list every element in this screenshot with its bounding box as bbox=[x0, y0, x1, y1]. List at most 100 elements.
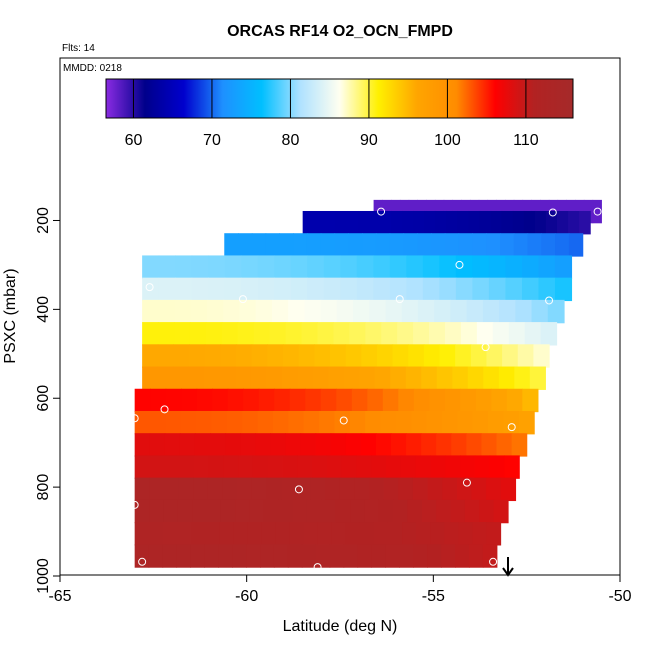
heatmap-cell-r1-c17 bbox=[490, 210, 503, 235]
heatmap-cell-r9-c17 bbox=[398, 388, 415, 413]
heatmap-cell-r13-c24 bbox=[486, 477, 502, 502]
heatmap-cell-r5-c18 bbox=[434, 299, 452, 324]
heatmap-cell-r8-c20 bbox=[452, 366, 469, 390]
colorbar-gradient bbox=[105, 78, 574, 119]
heatmap-cell-r11-c25 bbox=[511, 433, 528, 457]
heatmap-cell-r2-c14 bbox=[417, 233, 432, 257]
heatmap-cells bbox=[134, 199, 602, 568]
heatmap-cell-r7-c19 bbox=[439, 344, 456, 368]
heatmap-cell-r4-c20 bbox=[472, 277, 490, 302]
heatmap-cell-r16-c19 bbox=[399, 544, 414, 568]
heatmap-cell-r16-c22 bbox=[441, 544, 456, 568]
heatmap-cell-r9-c11 bbox=[305, 388, 322, 413]
heatmap-cell-r1-c5 bbox=[357, 210, 370, 235]
heatmap-cell-r4-c18 bbox=[439, 277, 457, 302]
sample-point bbox=[160, 405, 169, 414]
heatmap-cell-r12-c15 bbox=[356, 455, 372, 479]
heatmap-cell-r15-c7 bbox=[233, 522, 248, 546]
heatmap-cell-r13-c4 bbox=[193, 477, 209, 502]
heatmap-cell-r14-c7 bbox=[235, 499, 251, 524]
heatmap-cell-r2-c0 bbox=[224, 233, 239, 257]
heatmap-cell-r10-c25 bbox=[518, 410, 535, 435]
heatmap-cell-r12-c3 bbox=[179, 455, 195, 479]
heatmap-cell-r12-c8 bbox=[252, 455, 269, 479]
sample-point bbox=[481, 343, 490, 352]
heatmap-cell-r9-c25 bbox=[522, 388, 539, 413]
heatmap-cell-r6-c13 bbox=[349, 322, 366, 346]
heatmap-cell-r8-c12 bbox=[328, 366, 345, 390]
heatmap-cell-r8-c8 bbox=[266, 366, 283, 390]
heatmap-cell-r13-c3 bbox=[178, 477, 194, 502]
heatmap-cell-r10-c2 bbox=[165, 410, 182, 435]
heatmap-cell-r15-c25 bbox=[486, 522, 502, 546]
heatmap-cell-r6-c2 bbox=[174, 322, 191, 346]
heatmap-cell-r14-c8 bbox=[249, 499, 265, 524]
position-arrow-icon bbox=[502, 557, 514, 577]
heatmap-cell-r8-c19 bbox=[436, 366, 453, 390]
heatmap-cell-r9-c3 bbox=[181, 388, 198, 413]
heatmap-cell-r3-c18 bbox=[439, 255, 457, 279]
colorbar-tick-label: 80 bbox=[282, 132, 300, 149]
heatmap-cell-r16-c9 bbox=[260, 544, 275, 568]
heatmap-cell-r14-c18 bbox=[393, 499, 409, 524]
heatmap-cell-r13-c0 bbox=[134, 477, 150, 502]
heatmap-cell-r16-c8 bbox=[246, 544, 261, 568]
heatmap-cell-r11-c10 bbox=[285, 433, 302, 457]
colorbar-tick-label: 60 bbox=[125, 132, 143, 149]
sample-point bbox=[455, 260, 464, 269]
heatmap-cell-r11-c0 bbox=[134, 433, 151, 457]
heatmap-cell-r16-c23 bbox=[455, 544, 470, 568]
heatmap-cell-r12-c12 bbox=[312, 455, 328, 479]
heatmap-cell-r13-c18 bbox=[398, 477, 414, 502]
heatmap-cell-r9-c15 bbox=[367, 388, 384, 413]
heatmap-cell-r12-c5 bbox=[208, 455, 225, 479]
heatmap-cell-r16-c15 bbox=[343, 544, 359, 568]
plot-frame bbox=[59, 57, 621, 576]
heatmap-cell-r9-c4 bbox=[196, 388, 213, 413]
sample-point bbox=[545, 296, 554, 305]
heatmap-cell-r12-c2 bbox=[164, 455, 180, 479]
colorbar-tick-label: 70 bbox=[203, 132, 221, 149]
heatmap-cell-r13-c25 bbox=[500, 477, 517, 502]
heatmap-cell-r14-c19 bbox=[407, 499, 423, 524]
heatmap-cell-r12-c22 bbox=[460, 455, 476, 479]
heatmap-cell-r11-c9 bbox=[270, 433, 287, 457]
heatmap-cell-r14-c13 bbox=[321, 499, 337, 524]
heatmap-cell-r10-c23 bbox=[488, 410, 504, 435]
heatmap-cell-r4-c14 bbox=[373, 277, 391, 302]
heatmap-cell-r10-c17 bbox=[395, 410, 412, 435]
heatmap-cell-r1-c22 bbox=[545, 210, 558, 235]
x-tick-label: -50 bbox=[608, 588, 631, 605]
heatmap-cell-r14-c17 bbox=[378, 499, 394, 524]
heatmap-cell-r4-c5 bbox=[224, 277, 242, 302]
heatmap-cell-r7-c17 bbox=[408, 344, 425, 368]
heatmap-cell-r13-c2 bbox=[163, 477, 180, 502]
heatmap-cell-r6-c5 bbox=[221, 322, 239, 346]
colorbar-ticks: 60 70 80 90 100 110 bbox=[125, 79, 539, 149]
heatmap-cell-r16-c2 bbox=[162, 544, 178, 568]
heatmap-cell-r6-c17 bbox=[413, 322, 430, 346]
heatmap-cell-r5-c22 bbox=[499, 299, 516, 324]
heatmap-cell-r15-c21 bbox=[430, 522, 445, 546]
heatmap-cell-r11-c5 bbox=[210, 433, 226, 457]
heatmap-cell-r9-c10 bbox=[289, 388, 306, 413]
heatmap-cell-r8-c15 bbox=[374, 366, 391, 390]
heatmap-cell-r4-c2 bbox=[175, 277, 193, 302]
heatmap-cell-r8-c21 bbox=[467, 366, 484, 390]
heatmap-cell-r10-c1 bbox=[150, 410, 166, 435]
heatmap-cell-r1-c21 bbox=[534, 210, 547, 235]
heatmap-cell-r7-c6 bbox=[236, 344, 253, 368]
heatmap-cell-r2-c5 bbox=[293, 233, 308, 257]
heatmap-cell-r8-c11 bbox=[312, 366, 329, 390]
heatmap-cell-r11-c15 bbox=[360, 433, 377, 457]
heatmap-cell-r7-c0 bbox=[142, 344, 159, 368]
heatmap-cell-r6-c8 bbox=[269, 322, 287, 346]
heatmap-cell-r1-c8 bbox=[391, 210, 403, 235]
heatmap-cell-r12-c0 bbox=[134, 455, 151, 479]
heatmap-cell-r8-c2 bbox=[173, 366, 190, 390]
heatmap-cell-r7-c8 bbox=[267, 344, 284, 368]
heatmap-cell-r12-c7 bbox=[238, 455, 254, 479]
heatmap-cell-r1-c9 bbox=[402, 210, 414, 235]
heatmap-cell-r5-c16 bbox=[401, 299, 419, 324]
heatmap-cell-r1-c14 bbox=[457, 210, 470, 235]
